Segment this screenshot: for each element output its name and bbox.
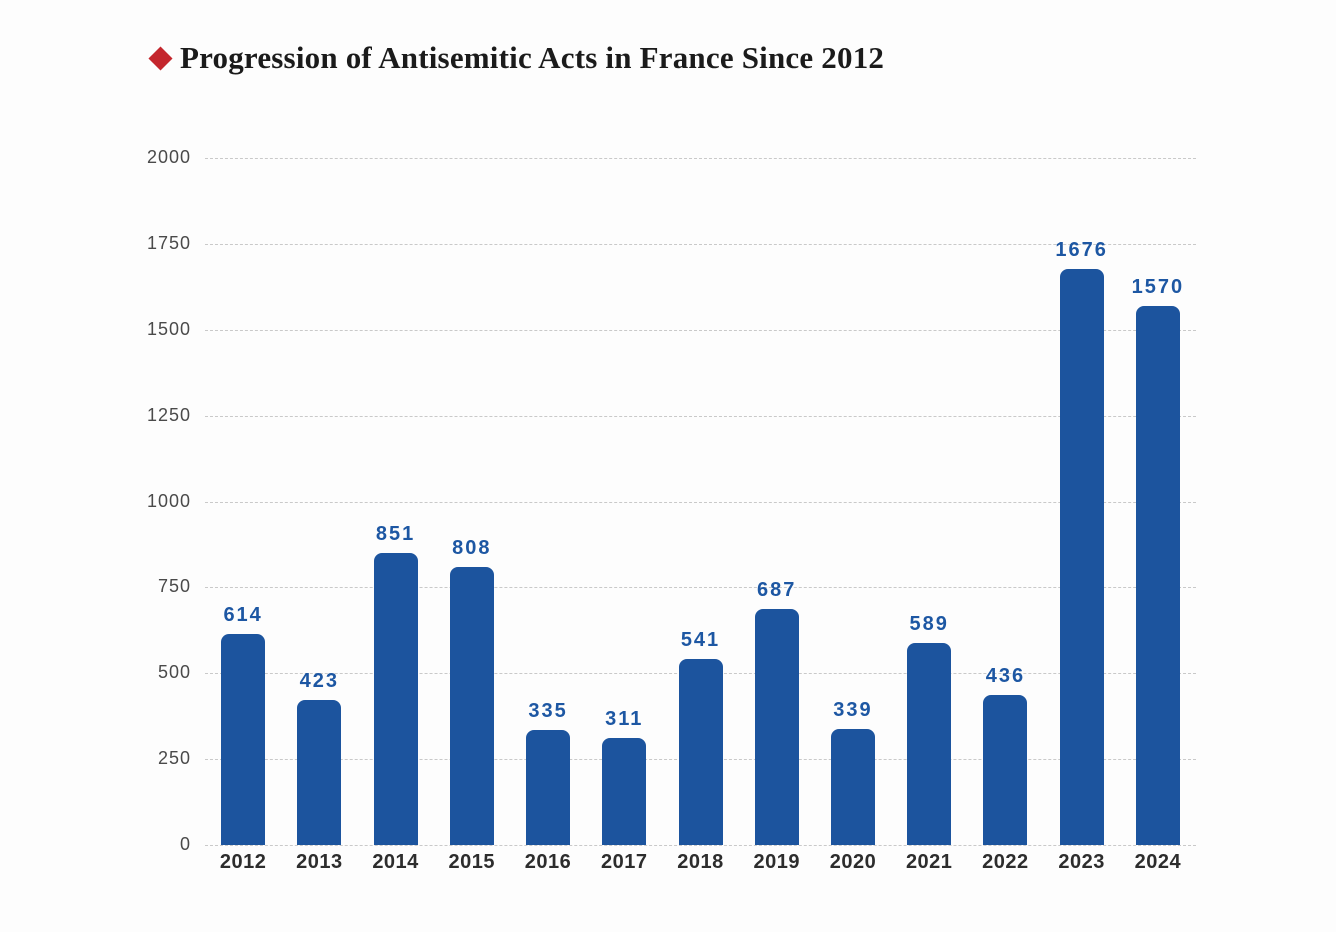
y-axis-tick-label-1000: 1000 bbox=[146, 490, 191, 511]
x-axis-tick-label-2023: 2023 bbox=[1058, 851, 1105, 873]
bar-value-label-2012: 614 bbox=[223, 604, 263, 627]
bar-2015 bbox=[449, 567, 494, 845]
bar-2013 bbox=[297, 699, 342, 845]
chart-title: Progression of Antisemitic Acts in Franc… bbox=[180, 40, 885, 75]
bar-value-label-2024: 1570 bbox=[1131, 275, 1185, 298]
bar-2019 bbox=[754, 609, 799, 845]
y-axis-tick-label-750: 750 bbox=[157, 576, 191, 597]
x-axis-tick-label-2016: 2016 bbox=[524, 851, 572, 873]
bar-2021 bbox=[907, 642, 952, 845]
gridline-1250 bbox=[205, 415, 1196, 417]
chart-title-row: Progression of Antisemitic Acts in Franc… bbox=[148, 40, 885, 76]
bar-value-label-2017: 311 bbox=[605, 708, 644, 731]
y-axis-tick-label-0: 0 bbox=[179, 834, 191, 855]
y-axis-tick-label-1500: 1500 bbox=[146, 318, 191, 339]
bar-value-label-2023: 1676 bbox=[1055, 239, 1108, 262]
x-axis-tick-label-2017: 2017 bbox=[601, 851, 648, 873]
y-axis-tick-label-250: 250 bbox=[157, 748, 191, 769]
gridline-1500 bbox=[205, 329, 1196, 331]
bar-value-label-2021: 589 bbox=[909, 612, 949, 635]
bar-value-label-2018: 541 bbox=[680, 629, 721, 652]
bar-value-label-2013: 423 bbox=[299, 669, 340, 692]
bar-chart-plot-area: 0 250 500 750 1000 1250 1500 1750 2000 614 2012 423… bbox=[147, 147, 1196, 873]
gridline-0 bbox=[205, 845, 1196, 846]
gridline-1750 bbox=[205, 243, 1196, 245]
x-axis-tick-label-2018: 2018 bbox=[677, 851, 724, 873]
bar-2018 bbox=[678, 659, 723, 845]
y-axis-tick-label-1750: 1750 bbox=[146, 232, 191, 253]
x-axis-tick-label-2021: 2021 bbox=[905, 851, 953, 873]
y-axis-tick-label-2000: 2000 bbox=[146, 147, 191, 168]
gridline-750 bbox=[205, 587, 1196, 589]
bar-value-label-2022: 436 bbox=[985, 665, 1026, 688]
bar-2024 bbox=[1135, 305, 1180, 845]
bar-2023 bbox=[1059, 269, 1104, 845]
bar-2016 bbox=[526, 729, 571, 845]
x-axis-tick-label-2012: 2012 bbox=[219, 851, 267, 873]
x-axis-tick-label-2024: 2024 bbox=[1134, 851, 1182, 873]
diamond-bullet-icon bbox=[148, 45, 173, 71]
x-axis-tick-label-2019: 2019 bbox=[753, 851, 800, 873]
bar-2022 bbox=[983, 695, 1028, 845]
bar-value-label-2020: 339 bbox=[833, 698, 873, 721]
x-axis-tick-label-2013: 2013 bbox=[296, 851, 343, 873]
y-axis-tick-label-500: 500 bbox=[157, 662, 191, 683]
bar-value-label-2014: 851 bbox=[375, 522, 416, 545]
x-axis-tick-label-2014: 2014 bbox=[372, 851, 419, 873]
bar-2020 bbox=[830, 728, 875, 845]
bar-value-label-2015: 808 bbox=[452, 537, 492, 560]
x-axis-tick-label-2020: 2020 bbox=[829, 851, 877, 873]
bar-2017 bbox=[602, 738, 647, 845]
bar-value-label-2019: 687 bbox=[757, 579, 797, 602]
bar-2014 bbox=[373, 552, 418, 845]
x-axis-tick-label-2022: 2022 bbox=[982, 851, 1029, 873]
gridline-1000 bbox=[205, 501, 1196, 503]
bar-2012 bbox=[221, 634, 266, 845]
x-axis-tick-label-2015: 2015 bbox=[448, 851, 496, 873]
y-axis-tick-label-1250: 1250 bbox=[146, 404, 191, 425]
bar-value-label-2016: 335 bbox=[528, 699, 568, 722]
gridline-2000 bbox=[205, 158, 1196, 159]
